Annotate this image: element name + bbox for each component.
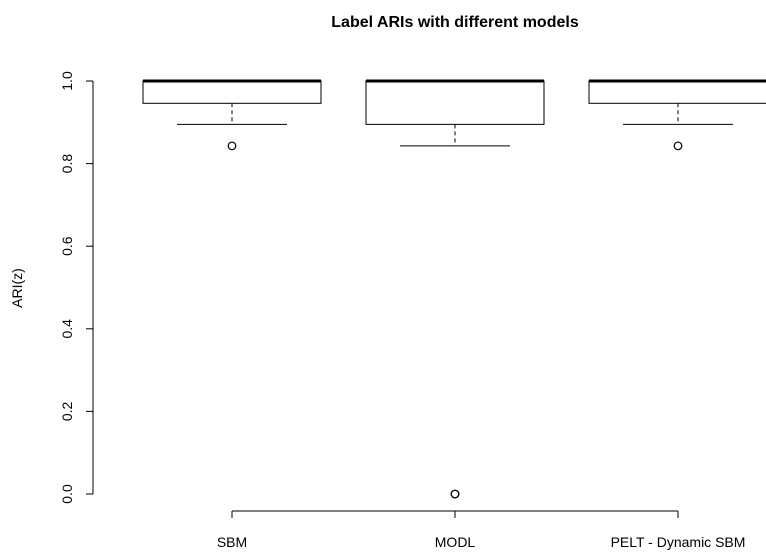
x-tick-label: PELT - Dynamic SBM [611,534,746,550]
outlier-point [227,141,237,151]
x-tick-label: MODL [435,534,476,550]
box-rect [588,80,766,104]
y-tick-label: 0.6 [59,236,75,256]
outlier-point [673,141,683,151]
box-rect [142,80,322,104]
box-1 [365,79,545,499]
box-2 [588,79,766,151]
box-0 [142,79,322,151]
chart-title: Label ARIs with different models [331,14,579,31]
outlier-point [450,489,460,499]
y-axis-label: ARI(z) [9,268,25,308]
y-tick-label: 0.2 [59,401,75,421]
y-tick-label: 0.4 [59,319,75,339]
x-axis: SBM MODL PELT - Dynamic SBM [217,510,746,550]
y-tick-label: 0.0 [59,484,75,504]
boxes [142,79,766,499]
y-axis: 0.0 0.2 0.4 0.6 0.8 1.0 [59,71,94,504]
y-tick-label: 0.8 [59,154,75,174]
box-rect [365,80,545,125]
y-tick-label: 1.0 [59,71,75,91]
x-tick-label: SBM [217,534,247,550]
